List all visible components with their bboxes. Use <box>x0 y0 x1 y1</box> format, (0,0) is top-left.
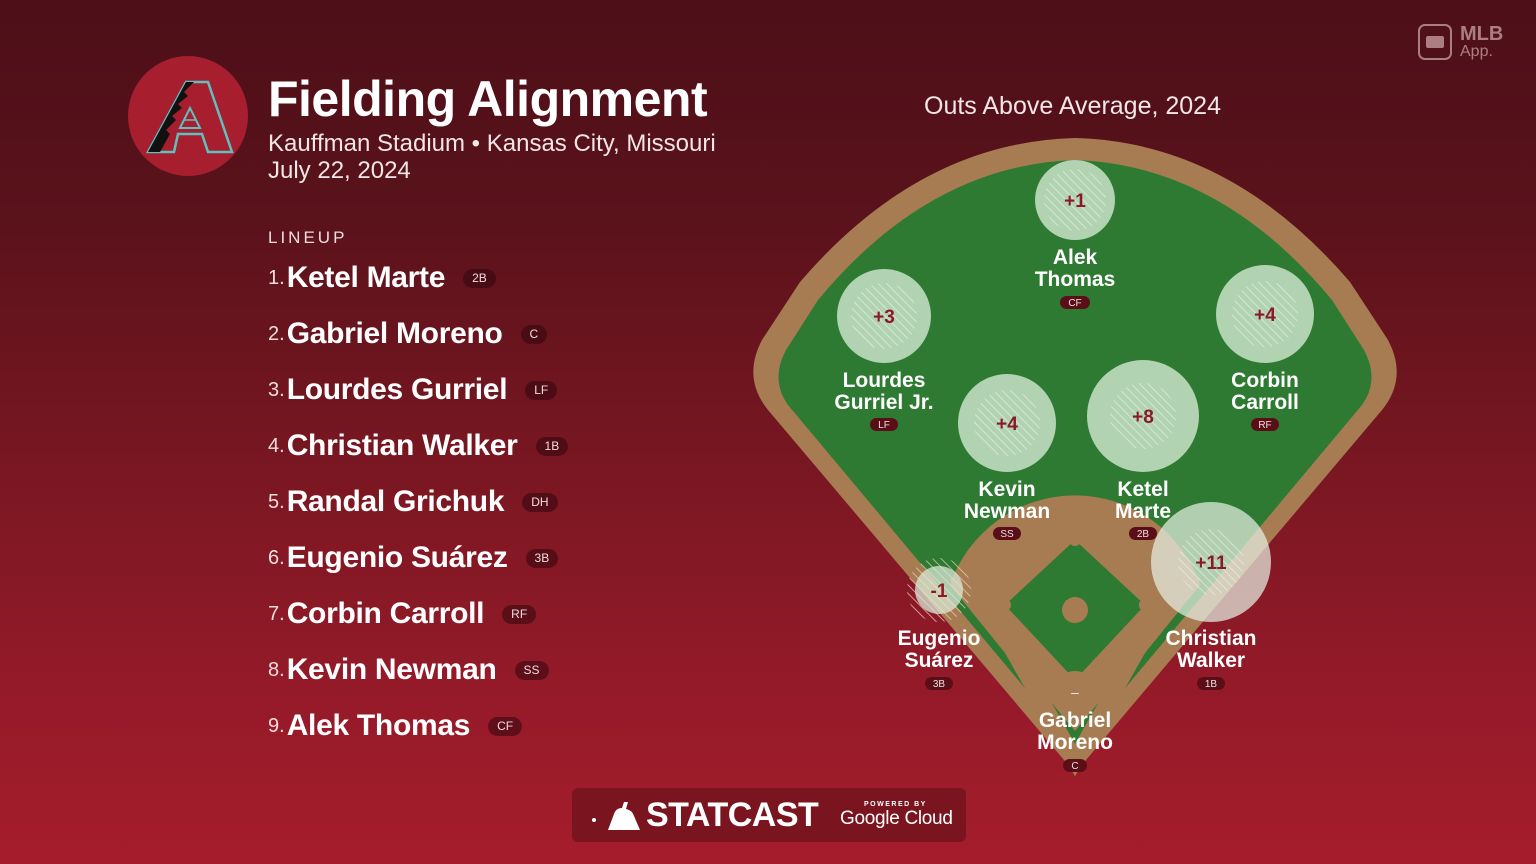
game-date: July 22, 2024 <box>268 157 411 184</box>
player-name: Randal Grichuk <box>286 485 505 518</box>
mlb-batter-icon <box>608 802 640 830</box>
dot-icon <box>592 818 596 822</box>
player-name: Eugenio Suárez <box>286 541 508 574</box>
svg-text:Marte: Marte <box>1115 500 1171 523</box>
position-badge: LF <box>525 380 558 400</box>
fielder-2b: +8 Ketel Marte 2B <box>1087 360 1199 540</box>
position-badge: 2B <box>463 268 496 288</box>
svg-text:CF: CF <box>1068 298 1081 309</box>
svg-text:2B: 2B <box>1137 529 1150 540</box>
lineup-item: 4. Christian Walker 1B <box>268 426 569 466</box>
player-name: Ketel Marte <box>286 261 446 294</box>
batting-order: 6. <box>268 546 285 569</box>
position-badge: DH <box>522 492 558 512</box>
svg-text:LF: LF <box>878 420 890 431</box>
svg-text:–: – <box>1071 684 1079 700</box>
svg-text:C: C <box>1071 761 1078 772</box>
batting-order: 7. <box>268 602 285 625</box>
svg-text:RF: RF <box>1258 420 1271 431</box>
svg-text:Eugenio: Eugenio <box>898 627 981 650</box>
svg-text:Kevin: Kevin <box>978 478 1035 501</box>
mlb-app-text: MLB <box>1460 23 1504 45</box>
svg-text:Corbin: Corbin <box>1231 369 1299 392</box>
batting-order: 4. <box>268 434 285 457</box>
svg-text:-1: -1 <box>931 581 948 602</box>
home-plate-circle <box>1053 671 1097 715</box>
fielder-ss: +4 Kevin Newman SS <box>958 374 1056 540</box>
batting-order: 2. <box>268 322 285 345</box>
page-title: Fielding Alignment <box>268 71 708 127</box>
statcast-wordmark: STATCAST <box>646 796 819 834</box>
batting-order: 8. <box>268 658 285 681</box>
lineup-item: 5. Randal Grichuk DH <box>268 482 558 522</box>
position-badge: 3B <box>525 548 559 568</box>
lineup-item: 8. Kevin Newman SS <box>268 650 549 690</box>
diamondbacks-a-icon <box>145 80 234 154</box>
svg-text:Gurriel Jr.: Gurriel Jr. <box>834 391 933 414</box>
position-badge: CF <box>488 716 523 736</box>
svg-text:Moreno: Moreno <box>1037 731 1113 754</box>
mlb-app-subtext: App. <box>1460 43 1493 60</box>
lineup-heading: LINEUP <box>268 228 348 247</box>
batting-order: 9. <box>268 714 285 737</box>
batting-order: 3. <box>268 378 285 401</box>
pitchers-mound <box>1062 597 1088 623</box>
position-badge: C <box>520 324 548 344</box>
player-name: Kevin Newman <box>286 653 497 686</box>
svg-text:+1: +1 <box>1064 191 1086 212</box>
batting-order: 5. <box>268 490 285 513</box>
fielder-3b: -1 Eugenio Suárez 3B <box>898 558 981 690</box>
player-name: Alek Thomas <box>286 709 471 742</box>
svg-text:SS: SS <box>1000 529 1014 540</box>
svg-text:Lourdes: Lourdes <box>843 369 926 392</box>
svg-text:+11: +11 <box>1195 553 1227 574</box>
svg-text:3B: 3B <box>933 679 946 690</box>
position-badge: RF <box>502 604 537 624</box>
svg-text:+8: +8 <box>1132 407 1154 428</box>
statcast-banner: STATCAST POWERED BY Google Cloud <box>572 788 966 842</box>
player-name: Lourdes Gurriel <box>286 373 508 406</box>
svg-text:Suárez: Suárez <box>905 649 974 672</box>
lineup-item: 1. Ketel Marte 2B <box>268 258 496 298</box>
svg-text:Ketel: Ketel <box>1117 478 1168 501</box>
team-logo <box>128 56 248 176</box>
svg-text:+4: +4 <box>996 414 1018 435</box>
svg-text:Carroll: Carroll <box>1231 391 1299 414</box>
venue-subtitle: Kauffman Stadium • Kansas City, Missouri <box>268 130 716 157</box>
svg-text:Walker: Walker <box>1177 649 1245 672</box>
svg-text:Newman: Newman <box>964 500 1050 523</box>
svg-text:1B: 1B <box>1205 679 1218 690</box>
powered-by-text: POWERED BY <box>864 801 927 808</box>
svg-text:Alek: Alek <box>1053 246 1098 269</box>
fielder-1b: +11 Christian Walker 1B <box>1151 502 1271 690</box>
fielder-rf: +4 Corbin Carroll RF <box>1216 265 1314 431</box>
player-name: Gabriel Moreno <box>286 317 503 350</box>
svg-text:Thomas: Thomas <box>1035 268 1116 291</box>
svg-text:+3: +3 <box>873 307 895 328</box>
lineup-item: 6. Eugenio Suárez 3B <box>268 538 559 578</box>
player-name: Corbin Carroll <box>286 597 485 630</box>
player-name: Christian Walker <box>286 429 518 462</box>
position-badge: SS <box>514 660 549 680</box>
lineup-item: 3. Lourdes Gurriel LF <box>268 370 558 410</box>
fielder-c: – Gabriel Moreno C <box>1037 684 1113 772</box>
svg-text:Christian: Christian <box>1165 627 1256 650</box>
fielder-cf: +1 Alek Thomas CF <box>1035 160 1116 309</box>
mlb-logo-icon <box>1418 24 1452 60</box>
batting-order: 1. <box>268 266 285 289</box>
fielder-lf: +3 Lourdes Gurriel Jr. LF <box>834 269 934 431</box>
svg-text:+4: +4 <box>1254 305 1276 326</box>
chart-title: Outs Above Average, 2024 <box>924 92 1221 120</box>
lineup-item: 9. Alek Thomas CF <box>268 706 523 746</box>
google-cloud-wordmark: Google Cloud <box>840 808 953 829</box>
svg-text:Gabriel: Gabriel <box>1039 709 1111 732</box>
mlb-app-logo: MLB App. <box>1418 24 1518 64</box>
position-badge: 1B <box>535 436 569 456</box>
lineup-item: 2. Gabriel Moreno C <box>268 314 548 354</box>
lineup-item: 7. Corbin Carroll RF <box>268 594 537 634</box>
